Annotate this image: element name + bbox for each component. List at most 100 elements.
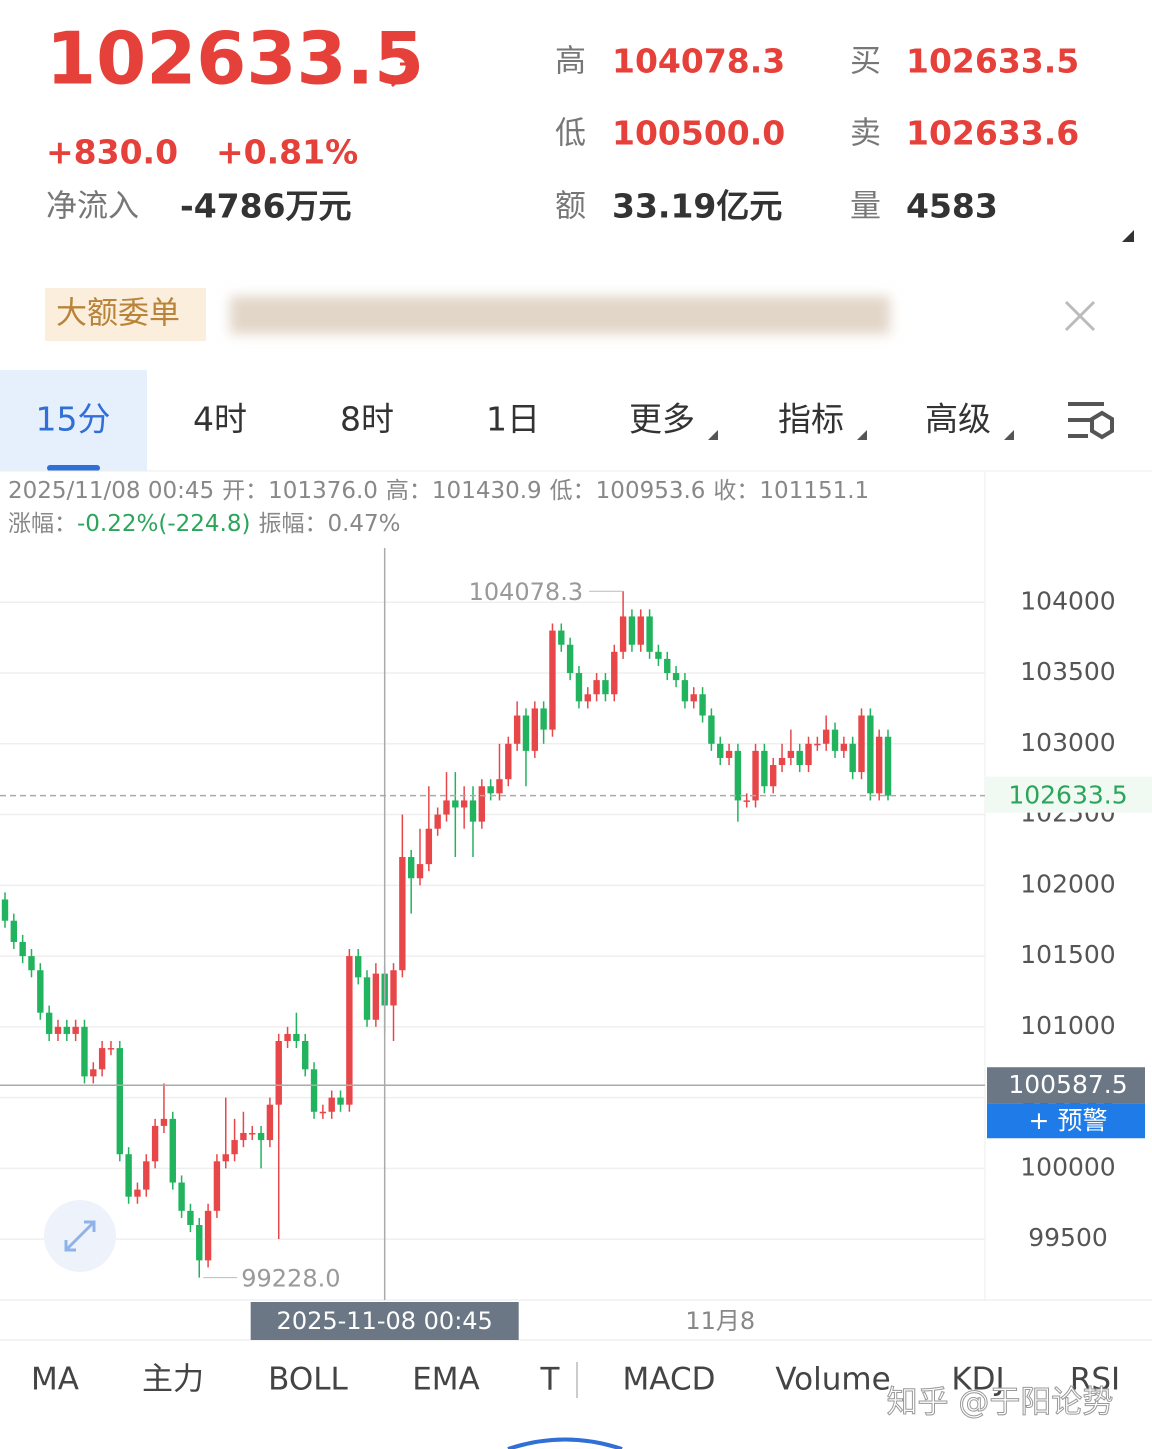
info-item: 101376.0 bbox=[268, 478, 378, 504]
candle-body bbox=[460, 800, 468, 808]
indicator-tab[interactable]: MACD bbox=[623, 1362, 716, 1398]
candle-chart: 9950010000010050010100010150010200010250… bbox=[0, 472, 1152, 1341]
candle-body bbox=[160, 1118, 168, 1126]
candle-body bbox=[672, 673, 680, 681]
candle-body bbox=[10, 920, 18, 942]
settings-icon[interactable] bbox=[1068, 402, 1114, 440]
tab[interactable]: 指标 bbox=[778, 400, 844, 439]
candle-body bbox=[637, 616, 644, 645]
net-inflow-label: 净流入 bbox=[46, 189, 139, 225]
candle-body bbox=[28, 956, 35, 971]
candle-body bbox=[1, 899, 9, 921]
candle-body bbox=[222, 1154, 229, 1162]
close-banner[interactable] bbox=[1064, 300, 1096, 332]
y-tick-label: 103500 bbox=[1020, 657, 1115, 686]
candle-body bbox=[849, 743, 856, 773]
candle-body bbox=[540, 708, 547, 730]
candle-body bbox=[602, 680, 609, 695]
blurred-banner-text bbox=[230, 296, 890, 334]
candle-body bbox=[249, 1132, 256, 1135]
candle-body bbox=[522, 715, 530, 751]
indicator-tab[interactable]: 主力 bbox=[142, 1362, 204, 1398]
candle-body bbox=[19, 941, 26, 957]
tab[interactable]: 1日 bbox=[486, 400, 540, 439]
indicator-tab[interactable]: Volume bbox=[775, 1362, 890, 1398]
candle-body bbox=[169, 1118, 176, 1183]
candle-body bbox=[125, 1154, 132, 1197]
candle-body bbox=[63, 1026, 71, 1034]
candle-body bbox=[443, 800, 450, 815]
candle-body bbox=[54, 1026, 62, 1034]
tab[interactable]: 更多 bbox=[629, 400, 695, 439]
y-tick-label: 101000 bbox=[1020, 1011, 1115, 1040]
tabs: 15分 4时 8时 1日 更多 指标 高级 bbox=[36, 400, 1014, 440]
candle-info: 2025/11/08 00:45 开：101376.0 高：101430.9 低：10… bbox=[8, 478, 869, 504]
expand-icon bbox=[64, 1220, 96, 1252]
info-item: 涨幅： bbox=[8, 511, 77, 537]
alert-button[interactable]: + 预警 bbox=[1029, 1106, 1108, 1135]
info-item: 101430.9 bbox=[432, 478, 542, 504]
candle-body bbox=[81, 1026, 88, 1077]
candle-body bbox=[875, 736, 883, 794]
y-tick-label: 104000 bbox=[1020, 586, 1115, 615]
indicator-tab[interactable]: KDJ bbox=[951, 1362, 1004, 1398]
change-pct: +0.81% bbox=[216, 133, 358, 172]
candle-body bbox=[240, 1132, 247, 1141]
tab[interactable]: 15分 bbox=[36, 400, 111, 439]
candle-body bbox=[98, 1048, 106, 1070]
stat-value: 102633.6 bbox=[906, 114, 1079, 153]
candle-body bbox=[531, 708, 538, 751]
candle-body bbox=[399, 857, 406, 971]
indicator-tab[interactable]: T bbox=[540, 1362, 561, 1398]
candle-body bbox=[752, 750, 759, 801]
candle-body bbox=[787, 750, 795, 758]
candle-body bbox=[337, 1097, 344, 1105]
active-tab-indicator bbox=[47, 465, 100, 471]
x-tick-label: 11月8 bbox=[685, 1307, 755, 1335]
candle-body bbox=[90, 1069, 97, 1077]
candle-body bbox=[178, 1182, 185, 1211]
tab[interactable]: 8时 bbox=[340, 400, 394, 439]
candle-body bbox=[355, 956, 362, 978]
candle-body bbox=[187, 1210, 194, 1225]
candle-body bbox=[831, 729, 839, 751]
info-item: 低： bbox=[550, 478, 596, 504]
stat-value: 100500.0 bbox=[612, 114, 785, 153]
stat-label: 量 bbox=[850, 189, 881, 225]
candle-body bbox=[452, 800, 459, 808]
stat-value: 104078.3 bbox=[612, 42, 785, 81]
candle-body bbox=[681, 680, 689, 702]
candle-body bbox=[319, 1111, 327, 1114]
candle-body bbox=[478, 786, 486, 822]
info-item: 0.47% bbox=[327, 511, 400, 537]
info-item: 收： bbox=[713, 478, 759, 504]
indicator-tab[interactable]: RSI bbox=[1070, 1362, 1120, 1398]
alert-button-bg[interactable] bbox=[987, 1103, 1145, 1139]
tab[interactable]: 4时 bbox=[193, 400, 247, 439]
y-tick-label: 103000 bbox=[1020, 728, 1115, 757]
candle-body bbox=[725, 750, 733, 758]
candle-body bbox=[107, 1048, 115, 1050]
info-item: 101151.1 bbox=[759, 478, 869, 504]
candle-body bbox=[487, 786, 494, 794]
y-tick-label: 99500 bbox=[1028, 1223, 1108, 1252]
candle-body bbox=[593, 680, 600, 695]
watermark: 知乎 @于阳论势 bbox=[887, 1385, 1114, 1421]
candle-body bbox=[496, 779, 503, 794]
candle-body bbox=[796, 750, 803, 766]
candle-body bbox=[266, 1104, 274, 1141]
candle-body bbox=[655, 651, 662, 659]
low-label: 99228.0 bbox=[241, 1265, 340, 1293]
tab[interactable]: 高级 bbox=[925, 400, 991, 439]
candle-body bbox=[858, 715, 865, 773]
tab-dropdown-mark bbox=[857, 430, 867, 440]
banner-tag: 大额委单 bbox=[56, 296, 180, 332]
indicator-tab[interactable]: EMA bbox=[412, 1362, 480, 1398]
indicator-tab[interactable]: BOLL bbox=[268, 1362, 348, 1398]
indicator-tab[interactable]: MA bbox=[31, 1362, 79, 1398]
crosshair-time-bg bbox=[250, 1302, 519, 1340]
up-arrow bbox=[390, 62, 416, 88]
candle-body bbox=[646, 616, 653, 652]
